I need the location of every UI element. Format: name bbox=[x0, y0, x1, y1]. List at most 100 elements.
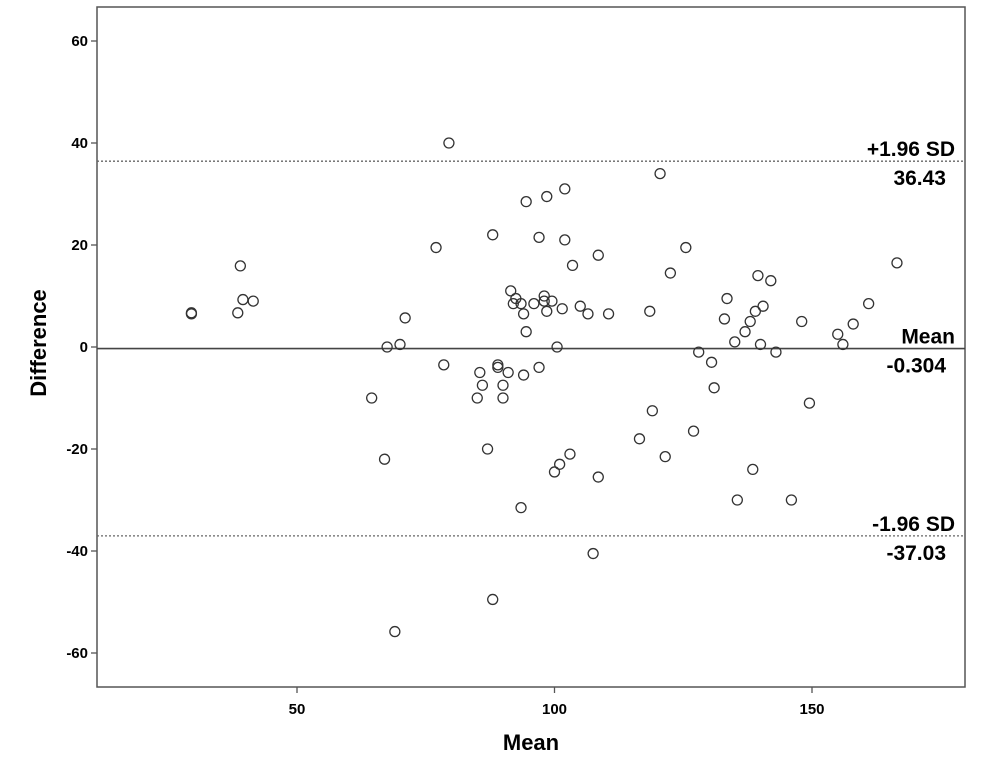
data-point bbox=[796, 315, 808, 328]
data-point bbox=[474, 366, 486, 379]
data-point bbox=[443, 137, 455, 149]
data-point bbox=[705, 356, 718, 368]
reference-value-upper: 36.43 bbox=[893, 167, 946, 190]
data-point bbox=[757, 300, 769, 312]
data-point bbox=[487, 229, 499, 241]
data-point bbox=[533, 361, 545, 374]
data-point bbox=[438, 359, 450, 371]
data-point bbox=[517, 369, 530, 381]
data-point bbox=[515, 297, 527, 310]
data-point bbox=[481, 443, 494, 455]
data-point bbox=[232, 307, 244, 319]
data-point bbox=[687, 425, 700, 437]
data-point bbox=[754, 338, 767, 351]
data-point bbox=[247, 295, 259, 307]
data-point bbox=[592, 471, 604, 483]
data-point bbox=[718, 313, 731, 325]
x-tick-label: 100 bbox=[542, 701, 567, 718]
reference-value-lower: -37.03 bbox=[886, 542, 946, 565]
data-point bbox=[546, 295, 558, 307]
data-point bbox=[554, 458, 566, 470]
data-point bbox=[644, 305, 656, 317]
data-point bbox=[399, 312, 411, 324]
data-point bbox=[646, 405, 658, 417]
x-axis-title: Mean bbox=[503, 730, 559, 755]
data-point bbox=[528, 297, 540, 310]
data-point bbox=[832, 328, 844, 340]
data-point bbox=[582, 308, 594, 320]
data-point bbox=[770, 346, 782, 358]
data-point bbox=[654, 167, 666, 180]
data-point bbox=[556, 303, 568, 315]
data-point bbox=[752, 269, 764, 282]
data-point bbox=[664, 267, 677, 279]
x-axis: 50 100 150 bbox=[289, 687, 825, 718]
data-point bbox=[785, 494, 798, 506]
data-point bbox=[497, 392, 509, 404]
data-point bbox=[566, 259, 579, 272]
data-point bbox=[366, 392, 378, 404]
data-point bbox=[602, 308, 615, 320]
data-point bbox=[863, 297, 875, 310]
y-tick-label: 60 bbox=[71, 33, 88, 50]
data-point bbox=[891, 257, 903, 269]
data-point bbox=[564, 448, 576, 460]
data-point bbox=[502, 366, 514, 379]
reference-value-mean: -0.304 bbox=[886, 355, 946, 378]
data-point bbox=[559, 183, 571, 195]
data-point bbox=[739, 326, 751, 338]
data-point bbox=[729, 336, 741, 348]
data-point bbox=[693, 346, 705, 358]
x-tick-label: 50 bbox=[289, 701, 306, 718]
data-point bbox=[559, 234, 571, 246]
x-tick-label: 150 bbox=[799, 701, 824, 718]
data-point bbox=[633, 433, 646, 445]
data-point bbox=[744, 315, 756, 328]
data-point bbox=[847, 318, 859, 330]
reference-label-upper: +1.96 SD bbox=[867, 138, 955, 161]
y-tick-label: -40 bbox=[66, 543, 88, 560]
data-point bbox=[749, 305, 761, 317]
data-point bbox=[389, 625, 401, 638]
data-point bbox=[659, 450, 671, 463]
data-point bbox=[731, 494, 743, 506]
y-axis: 60 40 20 0 -20 -40 -60 bbox=[66, 33, 97, 662]
data-point bbox=[533, 231, 545, 244]
data-point bbox=[515, 501, 527, 514]
data-point bbox=[185, 308, 198, 320]
data-point bbox=[487, 593, 499, 606]
data-point bbox=[708, 382, 720, 394]
y-axis-title: Difference bbox=[26, 289, 51, 397]
data-point bbox=[471, 392, 483, 404]
y-tick-label: -20 bbox=[66, 441, 88, 458]
data-point bbox=[381, 341, 393, 353]
y-tick-label: 40 bbox=[71, 135, 88, 152]
data-point bbox=[803, 397, 816, 409]
y-tick-label: -60 bbox=[66, 645, 88, 662]
y-tick-label: 20 bbox=[71, 237, 88, 254]
data-point bbox=[476, 379, 489, 391]
data-point bbox=[520, 326, 532, 338]
data-point bbox=[430, 241, 442, 254]
data-point bbox=[497, 379, 509, 391]
data-point bbox=[505, 285, 517, 297]
data-point bbox=[234, 260, 247, 272]
data-point bbox=[517, 308, 530, 320]
data-point bbox=[541, 305, 553, 317]
reference-label-mean: Mean bbox=[901, 326, 955, 349]
data-point bbox=[747, 463, 759, 476]
data-point bbox=[378, 453, 391, 465]
data-point bbox=[538, 295, 550, 307]
data-point bbox=[574, 300, 586, 312]
data-points bbox=[185, 137, 903, 638]
data-point bbox=[837, 338, 849, 351]
data-point bbox=[492, 361, 504, 374]
data-point bbox=[587, 547, 599, 560]
reference-lines bbox=[97, 160, 965, 537]
data-point bbox=[765, 275, 777, 287]
data-point bbox=[551, 341, 563, 353]
data-point bbox=[520, 195, 532, 208]
data-point bbox=[721, 292, 733, 305]
